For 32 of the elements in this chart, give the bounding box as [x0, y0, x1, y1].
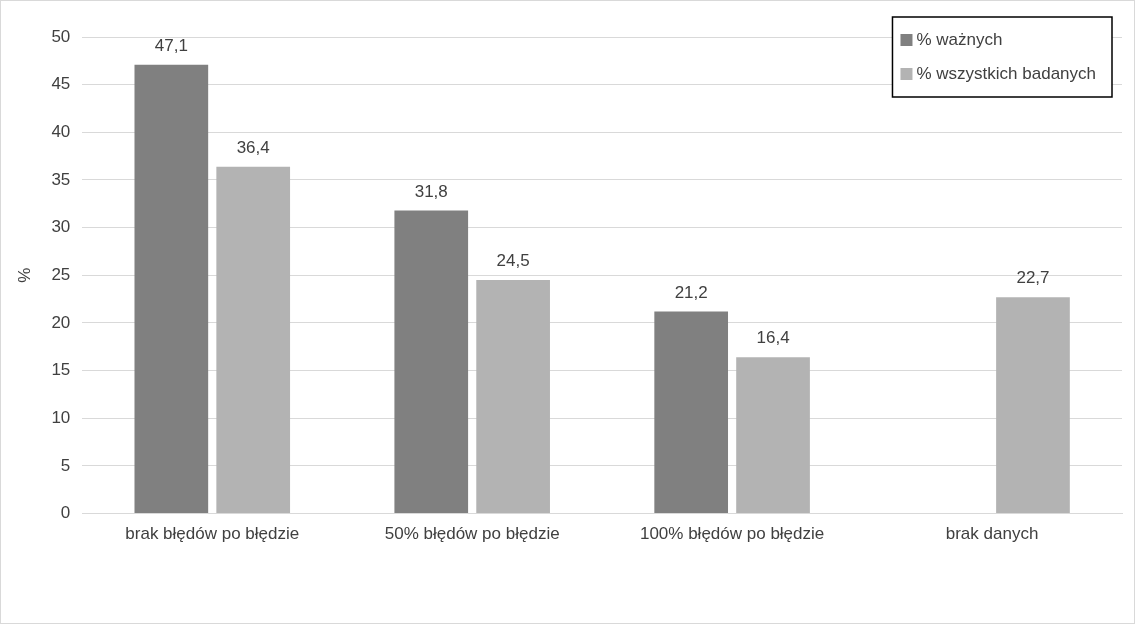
x-tick-label: 50% błędów po błędzie [384, 524, 560, 544]
data-label: 36,4 [236, 137, 270, 157]
bar [394, 210, 469, 514]
data-label: 16,4 [756, 328, 790, 348]
data-label: 21,2 [674, 282, 708, 302]
y-tick-label: 15 [51, 360, 71, 380]
bar [736, 357, 810, 514]
data-label: 24,5 [496, 251, 530, 271]
bar [216, 166, 291, 514]
data-label: 31,8 [414, 181, 448, 201]
bar [654, 311, 729, 514]
bar [476, 280, 550, 514]
legend-label: % ważnych [916, 29, 1003, 49]
y-tick-label: 5 [60, 455, 71, 475]
y-axis-title: % [14, 267, 34, 283]
y-tick-label: 25 [51, 264, 71, 284]
y-tick-label: 40 [51, 122, 71, 142]
y-tick-label: 20 [51, 312, 71, 332]
y-tick-label: 35 [51, 169, 71, 189]
y-tick-label: 10 [51, 407, 71, 427]
x-tick-label: brak danych [945, 524, 1039, 544]
bar [996, 297, 1070, 514]
y-tick-label: 50 [51, 26, 71, 46]
x-tick-label: brak błędów po błędzie [125, 524, 300, 544]
data-label: 47,1 [154, 35, 188, 55]
y-tick-label: 0 [60, 503, 71, 523]
y-tick-label: 45 [51, 74, 71, 94]
x-tick-label: 100% błędów po błędzie [639, 524, 825, 544]
bar [134, 64, 209, 514]
y-tick-label: 30 [51, 217, 71, 237]
legend-label: % wszystkich badanych [916, 63, 1097, 83]
data-label: 22,7 [1016, 268, 1050, 288]
